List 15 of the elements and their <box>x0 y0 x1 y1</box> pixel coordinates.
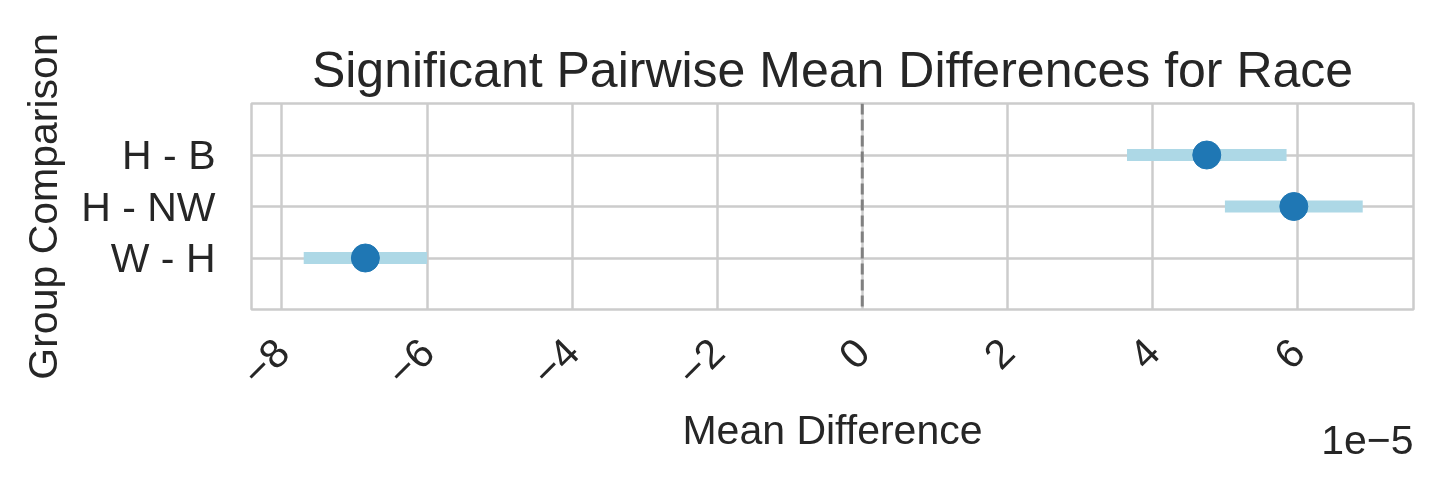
x-tick-label: −8 <box>232 329 299 395</box>
x-tick-label: 4 <box>1119 329 1169 378</box>
x-tick-label: −4 <box>522 329 589 395</box>
chart-title: Significant Pairwise Mean Differences for Race <box>311 41 1354 98</box>
x-tick-label: 0 <box>829 329 879 378</box>
x-tick-label: −6 <box>377 329 444 395</box>
y-axis-title: Group Comparison <box>20 33 67 380</box>
text: 1e−5 <box>1321 416 1414 463</box>
x-axis-title: Mean Difference <box>682 407 983 454</box>
x-tick-label: 2 <box>974 329 1024 378</box>
x-tick-label: −2 <box>667 329 734 395</box>
y-tick-label: H - B <box>122 132 216 178</box>
x-tick-label: 6 <box>1265 329 1314 378</box>
y-tick-label: H - NW <box>81 183 216 230</box>
y-tick-label: W - H <box>110 235 216 281</box>
